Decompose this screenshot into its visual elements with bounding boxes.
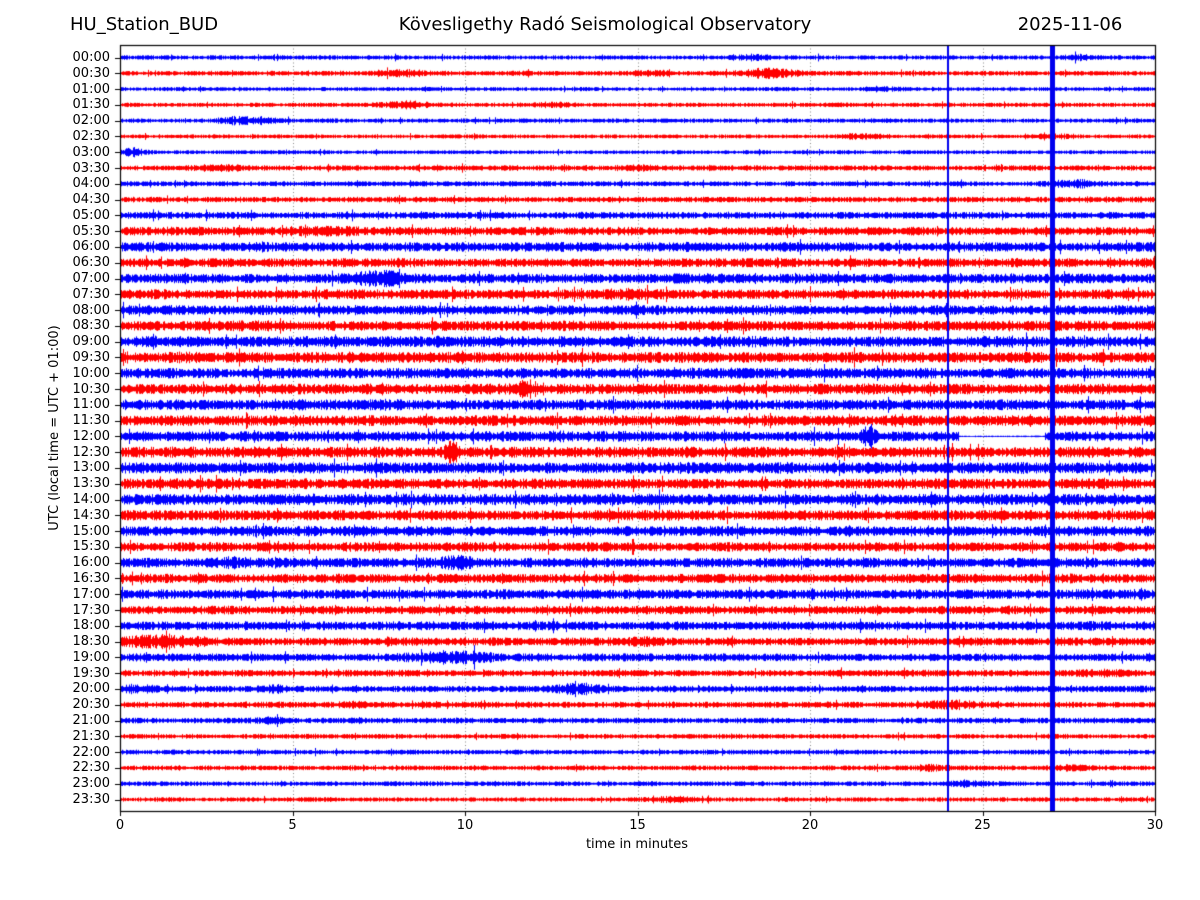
date-title: 2025-11-06 [1017, 14, 1123, 35]
y-tick-label: 06:30 [72, 255, 110, 271]
y-tick-label: 04:30 [72, 192, 110, 208]
y-tick-label: 21:30 [72, 728, 110, 744]
y-tick-label: 13:00 [72, 460, 110, 476]
y-tick-label: 11:00 [72, 397, 110, 413]
y-tick-label: 03:30 [72, 160, 110, 176]
y-tick-label: 23:00 [72, 776, 110, 792]
y-tick-label: 08:30 [72, 318, 110, 334]
y-tick-label: 12:00 [72, 428, 110, 444]
y-tick-label: 05:00 [72, 207, 110, 223]
y-tick-label: 16:00 [72, 555, 110, 571]
x-tick-label: 30 [1146, 818, 1164, 833]
x-tick-label: 5 [288, 818, 297, 833]
y-tick-label: 14:00 [72, 492, 110, 508]
x-tick-label: 10 [456, 818, 474, 833]
x-tick-label: 0 [115, 818, 125, 833]
y-tick-label: 09:30 [72, 349, 110, 365]
y-tick-label: 06:00 [72, 239, 110, 255]
y-tick-label: 09:00 [72, 334, 110, 350]
y-tick-label: 10:00 [72, 365, 110, 381]
y-tick-label: 17:30 [72, 602, 110, 618]
y-tick-label: 19:30 [72, 665, 110, 681]
y-tick-label: 00:00 [72, 50, 110, 65]
y-tick-label: 10:30 [72, 381, 110, 397]
y-tick-label: 03:00 [72, 144, 110, 160]
y-tick-label: 21:00 [72, 713, 110, 729]
y-tick-label: 11:30 [72, 413, 110, 429]
y-axis-title: UTC (local time = UTC + 01:00) [47, 325, 62, 531]
x-tick-label: 20 [801, 818, 819, 833]
y-tick-label: 00:30 [72, 65, 110, 81]
y-tick-label: 15:00 [72, 523, 110, 539]
y-tick-label: 07:30 [72, 286, 110, 302]
y-tick-label: 08:00 [72, 302, 110, 318]
x-axis-title: time in minutes [585, 837, 689, 852]
y-tick-label: 17:00 [72, 586, 110, 602]
station-title: HU_Station_BUD [70, 14, 219, 35]
y-tick-label: 19:00 [72, 649, 110, 665]
y-tick-label: 05:30 [72, 223, 110, 239]
y-tick-label: 16:30 [72, 570, 110, 586]
y-tick-label: 20:00 [72, 681, 110, 697]
y-tick-label: 02:00 [72, 113, 110, 129]
x-tick-label: 25 [974, 818, 991, 833]
y-tick-label: 13:30 [72, 476, 110, 492]
y-tick-label: 22:00 [72, 744, 110, 760]
y-tick-label: 12:30 [72, 444, 110, 460]
y-tick-label: 02:30 [72, 128, 110, 144]
y-tick-label: 20:30 [72, 697, 110, 713]
y-tick-label: 04:00 [72, 176, 110, 192]
y-tick-label: 01:30 [72, 97, 110, 113]
y-tick-label: 15:30 [72, 539, 110, 555]
y-tick-label: 18:30 [72, 634, 110, 650]
y-tick-label: 01:00 [72, 81, 110, 97]
y-tick-label: 14:30 [72, 507, 110, 523]
y-tick-label: 18:00 [72, 618, 110, 634]
y-tick-label: 22:30 [72, 760, 110, 776]
x-tick-label: 15 [629, 818, 646, 833]
y-tick-label: 23:30 [72, 792, 110, 807]
observatory-title: Kövesligethy Radó Seismological Observat… [398, 14, 812, 35]
y-tick-label: 07:00 [72, 271, 110, 287]
